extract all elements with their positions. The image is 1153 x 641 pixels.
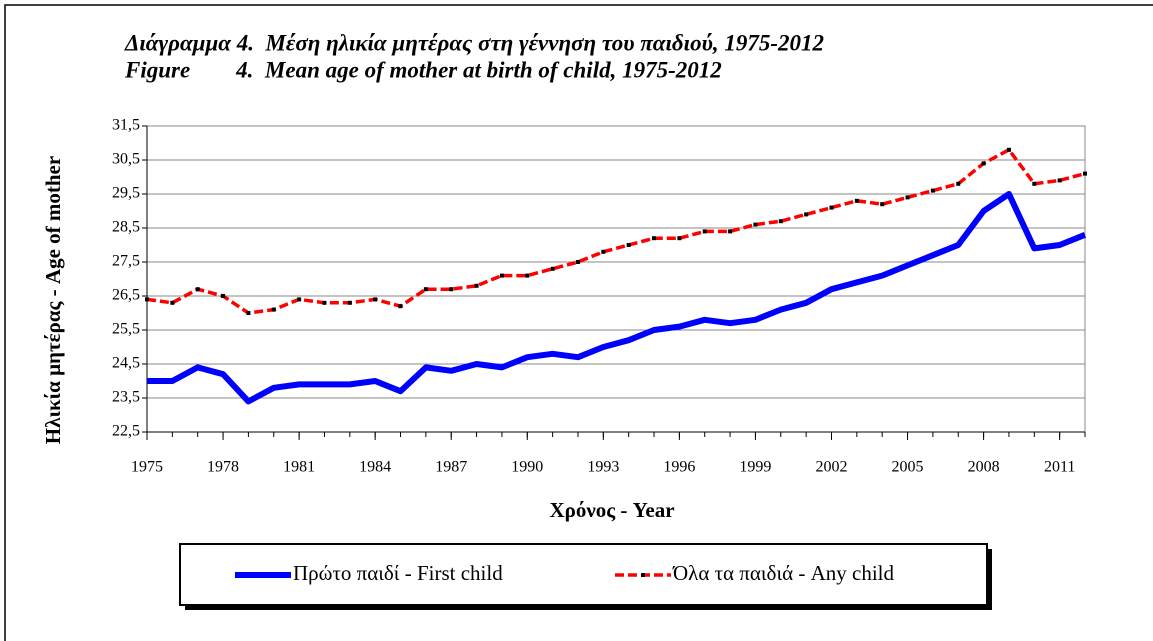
legend-label: Πρώτο παιδί - First child [293,561,503,585]
x-tick-label: 2005 [892,459,924,476]
marker [1006,147,1011,152]
y-tick-label: 24,5 [112,355,140,372]
chart-title: Figure 4. Mean age of mother at birth of… [124,57,722,82]
y-tick-label: 31,5 [112,117,140,134]
y-tick-label: 26,5 [112,287,140,304]
x-tick-label: 1975 [131,459,163,476]
marker [221,294,226,298]
y-tick-label: 27,5 [112,253,140,270]
marker [1032,181,1037,186]
marker [1057,178,1062,183]
marker [423,287,428,292]
marker [626,243,631,247]
marker [145,297,149,302]
marker [728,229,733,234]
marker [981,161,986,166]
marker [322,300,327,305]
y-tick-label: 29,5 [112,185,140,202]
series-line [146,148,1086,315]
legend [179,543,988,606]
marker [398,304,403,309]
marker [271,307,276,312]
marker [170,300,175,305]
y-tick-label: 30,5 [112,151,140,168]
marker [373,297,378,302]
x-tick-label: 1990 [511,459,543,476]
marker [1083,171,1087,176]
marker [905,195,910,200]
x-tick-label: 1978 [207,459,239,476]
marker [778,219,783,224]
x-tick-label: 1999 [739,459,771,476]
x-tick-label: 1987 [435,459,467,476]
marker [601,249,606,254]
x-tick-label: 1996 [663,459,695,476]
marker [702,229,707,234]
x-tick-label: 1981 [283,459,315,476]
marker [195,287,200,292]
legend-marker [641,573,645,577]
marker [499,273,504,278]
marker [652,236,657,241]
y-tick-label: 25,5 [112,321,140,338]
chart-title: Διάγραμμα 4. Μέση ηλικία μητέρας στη γέν… [124,30,824,55]
marker [677,236,682,241]
marker [449,287,454,292]
y-tick-label: 23,5 [112,389,140,406]
marker [550,266,555,271]
marker [246,311,251,315]
marker [297,297,302,302]
legend-label: Όλα τα παιδιά - Any child [672,561,894,585]
y-tick-label: 22,5 [112,423,140,440]
x-tick-label: 2008 [968,459,1000,476]
x-tick-label: 1993 [587,459,619,476]
x-tick-label: 2011 [1044,459,1075,476]
marker [525,273,530,278]
marker [804,212,809,217]
marker [880,202,885,207]
frame [4,4,1153,641]
marker [347,300,352,305]
marker [854,198,859,203]
y-axis-title: Ηλικία μητέρας - Age of mother [41,156,65,444]
marker [474,283,479,288]
marker [956,181,961,186]
marker [753,222,758,227]
x-tick-label: 2002 [815,459,847,476]
series-line [147,191,1087,405]
marker [829,205,834,210]
marker [575,260,580,264]
y-tick-label: 28,5 [112,219,140,236]
x-axis-title: Χρόνος - Year [549,498,674,522]
x-tick-label: 1984 [359,459,391,476]
marker [930,188,935,193]
